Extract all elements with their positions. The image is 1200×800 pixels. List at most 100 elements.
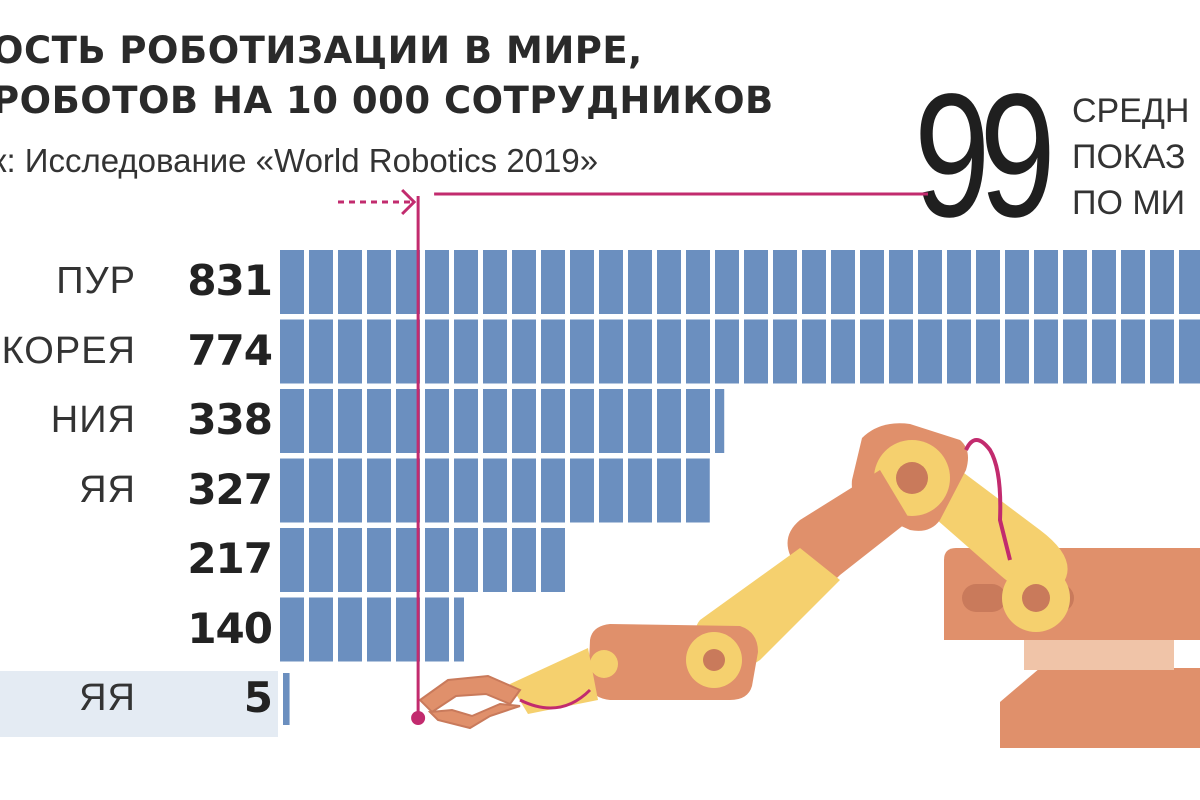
robot-forearm-upper bbox=[787, 470, 910, 584]
chart-title-line-2: РОБОТОВ НА 10 000 СОТРУДНИКОВ bbox=[0, 79, 774, 122]
bar-segment bbox=[425, 528, 449, 592]
bar-segment bbox=[1150, 319, 1174, 384]
bar-segment bbox=[918, 319, 942, 384]
bar-segment bbox=[483, 319, 507, 384]
bar-segment bbox=[715, 319, 739, 384]
bar-segment bbox=[802, 250, 826, 314]
chart-title: ОСТЬ РОБОТИЗАЦИИ В МИРЕ, РОБОТОВ НА 10 0… bbox=[0, 26, 774, 126]
robot-body-slot bbox=[962, 584, 1006, 612]
bar-segment bbox=[396, 528, 420, 592]
bar-segment bbox=[541, 319, 565, 384]
category-label: НИЯ bbox=[50, 399, 136, 441]
bar-segment bbox=[338, 319, 362, 384]
bar-segment bbox=[309, 319, 333, 384]
bar-segment bbox=[396, 319, 420, 384]
bar-segment bbox=[425, 319, 449, 384]
bar-segment bbox=[280, 458, 304, 523]
bar-segment bbox=[309, 458, 333, 523]
bar-segment bbox=[599, 250, 623, 314]
bar-segment bbox=[1179, 319, 1200, 384]
bar-segment bbox=[889, 250, 913, 314]
bar-segment bbox=[686, 250, 710, 314]
bar-segment bbox=[744, 319, 768, 384]
robot-claw-bottom bbox=[427, 702, 521, 730]
robot-hand bbox=[510, 648, 598, 714]
category-label: ЯЯ bbox=[79, 468, 136, 511]
average-caption-line-2: ПОКАЗ bbox=[1072, 138, 1186, 176]
bar-segment bbox=[1063, 250, 1087, 314]
bar-segment bbox=[860, 319, 884, 384]
bar bbox=[280, 528, 565, 592]
bar-segment bbox=[628, 319, 652, 384]
bar-segment bbox=[396, 250, 420, 314]
bar-segment bbox=[541, 250, 565, 314]
bar-segment bbox=[280, 528, 304, 592]
bar-segment bbox=[599, 458, 623, 523]
data-label: 217 bbox=[187, 534, 273, 583]
bar-segment bbox=[1121, 319, 1145, 384]
bar-segment bbox=[947, 250, 971, 314]
bar-segment bbox=[570, 389, 594, 453]
bar-segment bbox=[338, 528, 362, 592]
average-caption-line-3: ПО МИ bbox=[1072, 184, 1186, 222]
bar-segment bbox=[396, 458, 420, 523]
robot-elbow-bolt bbox=[896, 462, 928, 494]
bar-segment bbox=[396, 597, 420, 662]
bar-segment bbox=[599, 389, 623, 453]
bar-segment bbox=[1005, 319, 1029, 384]
bar-segment bbox=[454, 389, 478, 453]
bar-segment bbox=[396, 389, 420, 453]
bar-segment bbox=[1092, 319, 1116, 384]
bar-segment bbox=[686, 389, 710, 453]
bar-segment bbox=[454, 319, 478, 384]
bar-segment bbox=[570, 458, 594, 523]
chart-title-line-1: ОСТЬ РОБОТИЗАЦИИ В МИРЕ, bbox=[0, 29, 643, 72]
robot-hand-cable bbox=[519, 688, 592, 710]
bar-segment bbox=[1121, 250, 1145, 314]
bar-segment bbox=[831, 319, 855, 384]
data-label: 5 bbox=[243, 673, 273, 722]
bar-segment bbox=[541, 458, 565, 523]
bar-segment bbox=[425, 458, 449, 523]
bar-segment bbox=[947, 319, 971, 384]
bar-segment bbox=[918, 250, 942, 314]
bar-segment bbox=[454, 597, 464, 662]
bar-segment bbox=[657, 250, 681, 314]
robot-shoulder-bolt bbox=[1022, 584, 1050, 612]
bar-segment bbox=[483, 528, 507, 592]
bar-segment bbox=[541, 528, 565, 592]
chart-source: к: Исследование «World Robotics 2019» bbox=[0, 142, 599, 179]
data-label: 774 bbox=[187, 325, 273, 375]
data-label: 338 bbox=[187, 395, 273, 444]
robot-base-icon bbox=[1000, 668, 1200, 748]
bar-segment bbox=[454, 458, 478, 523]
bar-segment bbox=[280, 250, 304, 314]
bar-segment bbox=[657, 389, 681, 453]
bar-segment bbox=[831, 250, 855, 314]
bar-segment bbox=[338, 250, 362, 314]
bar-segment bbox=[338, 597, 362, 662]
bar-segment bbox=[1034, 319, 1058, 384]
bar-segment bbox=[1150, 250, 1174, 314]
average-value: 99 bbox=[914, 58, 1056, 254]
bar-segment bbox=[309, 528, 333, 592]
bar-segment bbox=[976, 319, 1000, 384]
bar-segment bbox=[338, 389, 362, 453]
bars-group bbox=[280, 250, 1200, 725]
robot-arm-illustration bbox=[418, 423, 1200, 748]
bar-segment bbox=[367, 389, 391, 453]
bar-segment bbox=[889, 319, 913, 384]
bar-segment bbox=[512, 528, 536, 592]
bar-segment bbox=[657, 319, 681, 384]
robot-cable bbox=[964, 438, 1012, 561]
bar-segment bbox=[686, 319, 710, 384]
bar-segment bbox=[338, 458, 362, 523]
data-label: 327 bbox=[187, 464, 273, 514]
bar-segment bbox=[1092, 250, 1116, 314]
bar-segment bbox=[367, 319, 391, 384]
bar-segment bbox=[309, 389, 333, 453]
bar-segment bbox=[1034, 250, 1058, 314]
bar-segment bbox=[744, 250, 768, 314]
bar-segment bbox=[512, 458, 536, 523]
